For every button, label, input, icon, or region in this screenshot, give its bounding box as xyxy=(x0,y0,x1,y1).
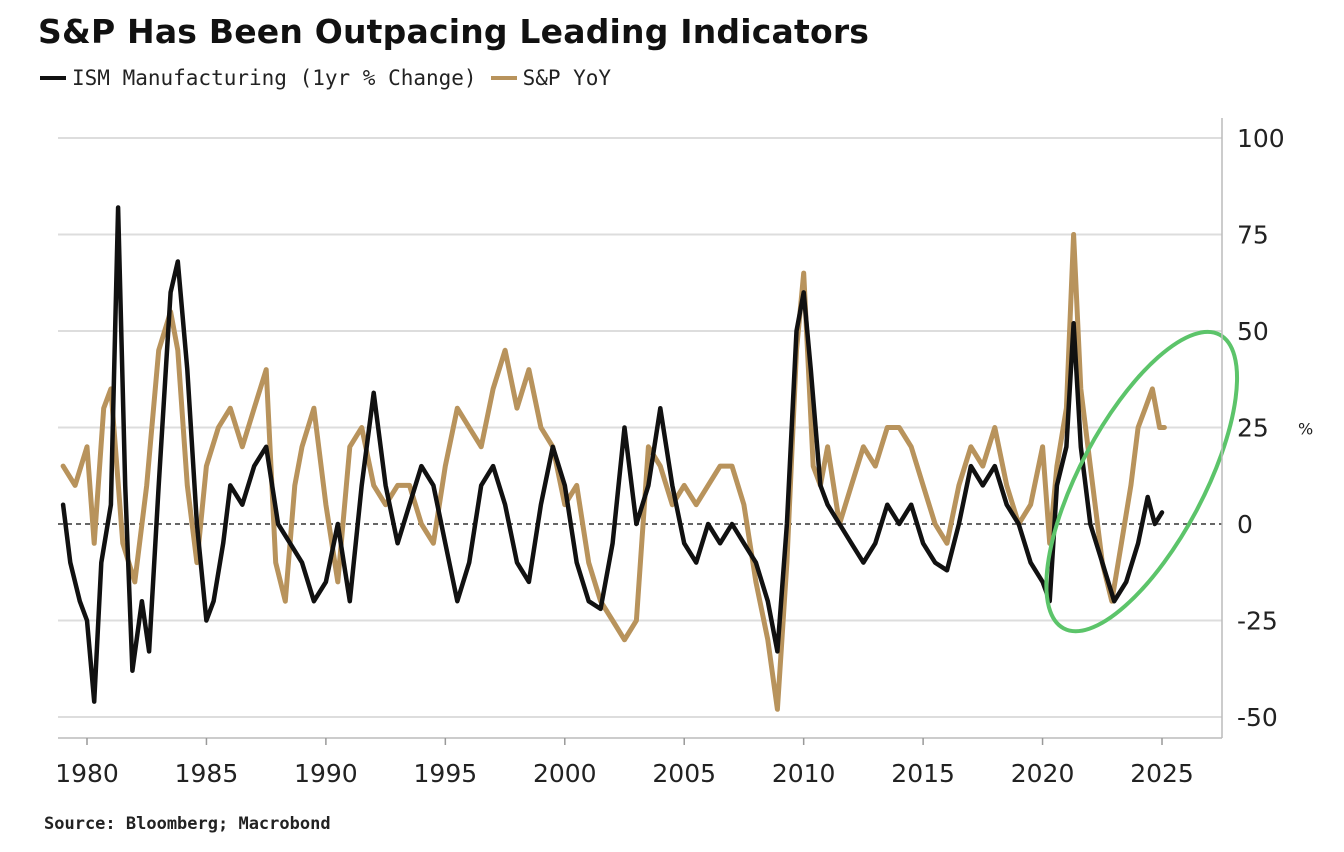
x-tick-label: 2005 xyxy=(652,759,716,788)
x-tick-label: 1990 xyxy=(294,759,358,788)
y-tick-label: 50 xyxy=(1237,317,1269,346)
x-tick-label: 2010 xyxy=(772,759,836,788)
y-tick-label: -25 xyxy=(1237,607,1278,636)
legend-label-ism: ISM Manufacturing (1yr % Change) xyxy=(72,66,477,90)
y-tick-label: 0 xyxy=(1237,510,1253,539)
x-tick-label: 1995 xyxy=(414,759,478,788)
x-tick-label: 2020 xyxy=(1011,759,1075,788)
chart-legend: ISM Manufacturing (1yr % Change) S&P YoY xyxy=(40,66,625,90)
y-unit-label: % xyxy=(1298,420,1313,439)
x-tick-label: 2000 xyxy=(533,759,597,788)
legend-item-ism: ISM Manufacturing (1yr % Change) xyxy=(40,66,477,90)
series-layer xyxy=(60,205,1167,712)
highlight-layer xyxy=(1044,329,1240,634)
y-tick-label: 25 xyxy=(1237,414,1269,443)
x-tick-label: 1980 xyxy=(55,759,119,788)
legend-label-sp: S&P YoY xyxy=(522,66,612,90)
grid-layer xyxy=(58,137,1222,718)
highlight-ellipse xyxy=(1044,329,1240,634)
y-tick-label: 100 xyxy=(1237,124,1285,153)
legend-item-sp: S&P YoY xyxy=(490,66,612,90)
series-line-sp xyxy=(60,232,1167,712)
source-note: Source: Bloomberg; Macrobond xyxy=(44,814,331,834)
x-tick-label: 2015 xyxy=(891,759,955,788)
legend-swatch-ism xyxy=(40,76,66,80)
series-line-ism xyxy=(60,205,1165,704)
chart-title: S&P Has Been Outpacing Leading Indicator… xyxy=(38,12,870,51)
x-tick-label: 2025 xyxy=(1130,759,1194,788)
legend-swatch-sp xyxy=(490,76,517,80)
y-tick-label: 75 xyxy=(1237,221,1269,250)
x-tick-label: 1985 xyxy=(175,759,239,788)
axis-layer: 100 75 50 25 0 -25 -50% 1980 1985 1990 1995 2000 200… xyxy=(55,118,1313,788)
y-tick-label: -50 xyxy=(1237,703,1278,732)
